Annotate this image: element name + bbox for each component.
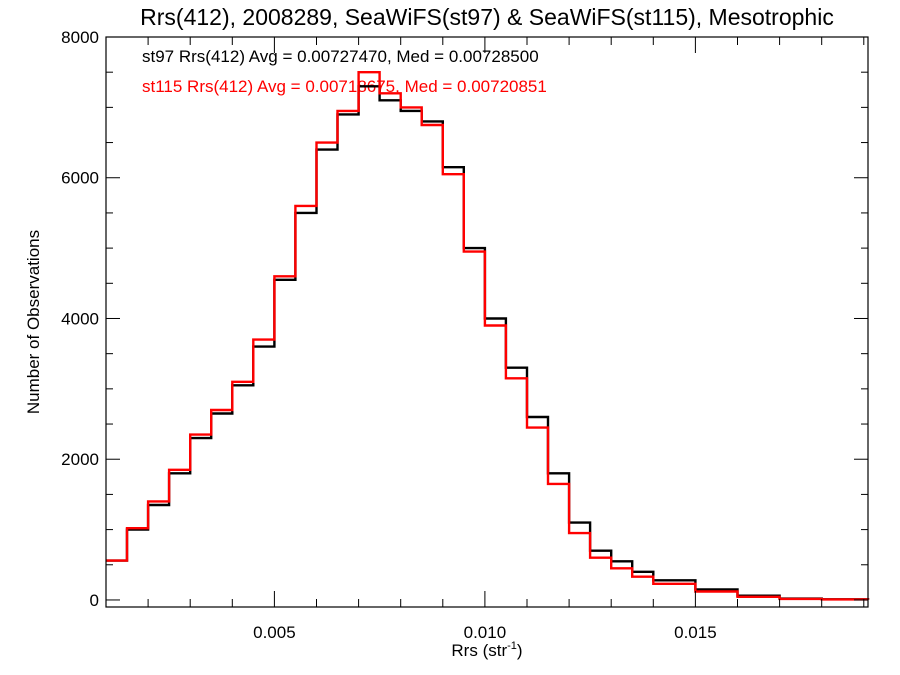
y-tick-label-2: 4000 xyxy=(61,309,99,328)
x-tick-label-0: 0.005 xyxy=(253,623,296,642)
x-axis-label: Rrs (str-1) xyxy=(451,640,522,660)
ticks-layer: 0.005 0.010 0.015 0 2000 4000 6000 8000 xyxy=(61,28,868,642)
y-axis-label: Number of Observations xyxy=(24,230,43,414)
y-tick-label-4: 8000 xyxy=(61,28,99,47)
series-layer xyxy=(106,71,870,601)
legend: st97 Rrs(412) Avg = 0.00727470, Med = 0.… xyxy=(142,47,547,96)
chart-title: Rrs(412), 2008289, SeaWiFS(st97) & SeaWi… xyxy=(140,4,834,30)
x-axis-label-main: Rrs (str xyxy=(451,641,507,660)
plot-frame xyxy=(105,36,869,608)
y-tick-label-1: 2000 xyxy=(61,450,99,469)
x-axis-label-superscript: -1 xyxy=(507,640,517,652)
series-line-st115 xyxy=(106,71,870,601)
y-tick-label-0: 0 xyxy=(90,591,99,610)
y-tick-label-3: 6000 xyxy=(61,169,99,188)
x-axis-label-close: ) xyxy=(517,641,523,660)
legend-entry-st115: st115 Rrs(412) Avg = 0.00718675, Med = 0… xyxy=(142,77,547,96)
legend-entry-st97: st97 Rrs(412) Avg = 0.00727470, Med = 0.… xyxy=(142,47,539,66)
series-line-st97 xyxy=(106,85,870,601)
x-tick-label-2: 0.015 xyxy=(674,623,717,642)
x-tick-label-1: 0.010 xyxy=(464,623,507,642)
